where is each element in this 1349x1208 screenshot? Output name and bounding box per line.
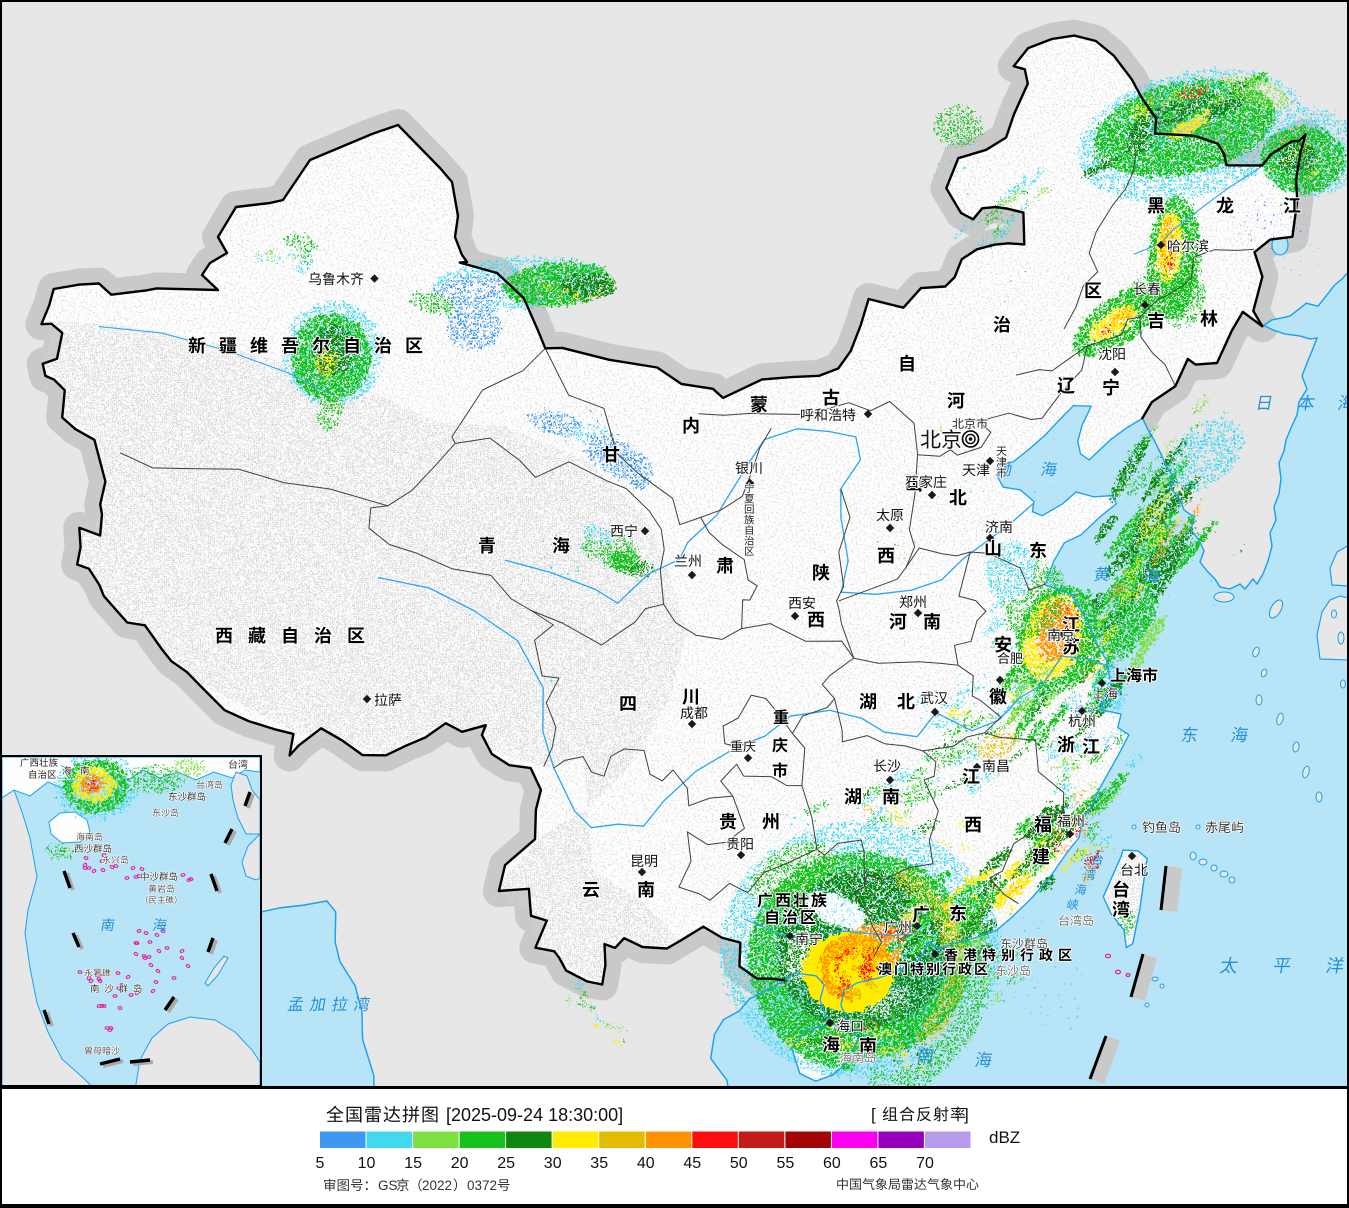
svg-text:50: 50 bbox=[730, 1155, 748, 1172]
svg-text:dBZ: dBZ bbox=[989, 1128, 1020, 1147]
svg-text:0372: 0372 bbox=[467, 1178, 497, 1193]
svg-text:]: ] bbox=[964, 1105, 969, 1124]
svg-text:70: 70 bbox=[916, 1155, 934, 1172]
svg-text:[2025-09-24 18:30:00]: [2025-09-24 18:30:00] bbox=[446, 1105, 623, 1125]
svg-text:55: 55 bbox=[777, 1155, 795, 1172]
svg-text:15: 15 bbox=[404, 1155, 422, 1172]
svg-text:30: 30 bbox=[544, 1155, 562, 1172]
svg-text:10: 10 bbox=[358, 1155, 376, 1172]
svg-text:35: 35 bbox=[590, 1155, 608, 1172]
svg-text:45: 45 bbox=[683, 1155, 701, 1172]
svg-text:2022: 2022 bbox=[422, 1178, 452, 1193]
svg-text:25: 25 bbox=[497, 1155, 515, 1172]
svg-text:GS: GS bbox=[378, 1178, 398, 1193]
svg-text:40: 40 bbox=[637, 1155, 655, 1172]
svg-text:[: [ bbox=[871, 1105, 876, 1124]
svg-text:65: 65 bbox=[870, 1155, 888, 1172]
svg-text:60: 60 bbox=[823, 1155, 841, 1172]
svg-text:20: 20 bbox=[451, 1155, 469, 1172]
svg-text:5: 5 bbox=[316, 1155, 325, 1172]
